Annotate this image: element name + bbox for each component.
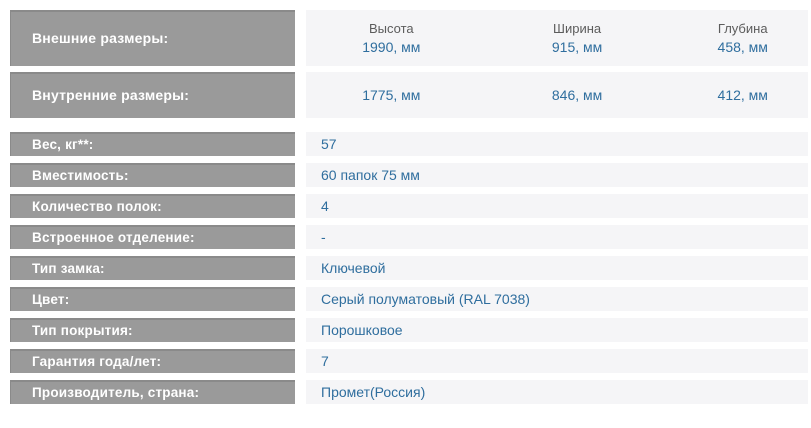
row-label: Вместимость: [10, 163, 295, 187]
row-value: Ключевой [306, 256, 808, 280]
row-value: 4 [306, 194, 808, 218]
dimension-value: 412, мм [717, 86, 768, 103]
row-value: Порошковое [306, 318, 808, 342]
row-values: 1775, мм 846, мм 412, мм [306, 72, 808, 118]
table-row-warranty: Гарантия года/лет: 7 [10, 349, 808, 373]
dimension-header: Высота [369, 21, 414, 36]
row-label: Внутренние размеры: [10, 72, 295, 118]
dimension-header: Ширина [553, 21, 602, 36]
row-label: Внешние размеры: [10, 10, 295, 66]
dimension-col-depth: Глубина 458, мм [677, 19, 808, 57]
row-label: Производитель, страна: [10, 380, 295, 404]
row-value: 57 [306, 132, 808, 156]
row-value: 60 папок 75 мм [306, 163, 808, 187]
dimension-col-width: 846, мм [477, 86, 678, 105]
table-row-shelf-count: Количество полок: 4 [10, 194, 808, 218]
row-label: Цвет: [10, 287, 295, 311]
row-label: Гарантия года/лет: [10, 349, 295, 373]
table-row-lock-type: Тип замка: Ключевой [10, 256, 808, 280]
dimension-col-height: 1775, мм [306, 86, 477, 105]
table-row-builtin-compartment: Встроенное отделение: - [10, 225, 808, 249]
dimension-col-width: Ширина 915, мм [477, 19, 678, 57]
dimension-value: 846, мм [551, 86, 603, 103]
table-row-weight: Вес, кг**: 57 [10, 132, 808, 156]
dimension-value: 915, мм [551, 39, 603, 55]
row-values: Высота 1990, мм Ширина 915, мм Глубина 4… [306, 10, 808, 66]
dimension-col-depth: 412, мм [677, 86, 808, 105]
table-row-outer-dimensions: Внешние размеры: Высота 1990, мм Ширина … [10, 10, 808, 66]
row-label: Вес, кг**: [10, 132, 295, 156]
dimension-value: 1775, мм [362, 86, 421, 103]
row-value: - [306, 225, 808, 249]
table-row-manufacturer: Производитель, страна: Промет(Россия) [10, 380, 808, 404]
row-label: Тип покрытия: [10, 318, 295, 342]
row-label: Тип замка: [10, 256, 295, 280]
row-value: Промет(Россия) [306, 380, 808, 404]
dimension-header: Глубина [717, 21, 768, 36]
dimension-col-height: Высота 1990, мм [306, 19, 477, 57]
table-row-color: Цвет: Серый полуматовый (RAL 7038) [10, 287, 808, 311]
table-row-capacity: Вместимость: 60 папок 75 мм [10, 163, 808, 187]
dimension-value: 458, мм [717, 39, 768, 55]
row-value: Серый полуматовый (RAL 7038) [306, 287, 808, 311]
row-label: Встроенное отделение: [10, 225, 295, 249]
row-value: 7 [306, 349, 808, 373]
dimensions-grid: 1775, мм 846, мм 412, мм [306, 72, 808, 118]
table-row-inner-dimensions: Внутренние размеры: 1775, мм 846, мм 412… [10, 72, 808, 118]
dimensions-grid: Высота 1990, мм Ширина 915, мм Глубина 4… [306, 10, 808, 66]
table-row-coating-type: Тип покрытия: Порошковое [10, 318, 808, 342]
dimension-value: 1990, мм [362, 39, 421, 55]
row-label: Количество полок: [10, 194, 295, 218]
